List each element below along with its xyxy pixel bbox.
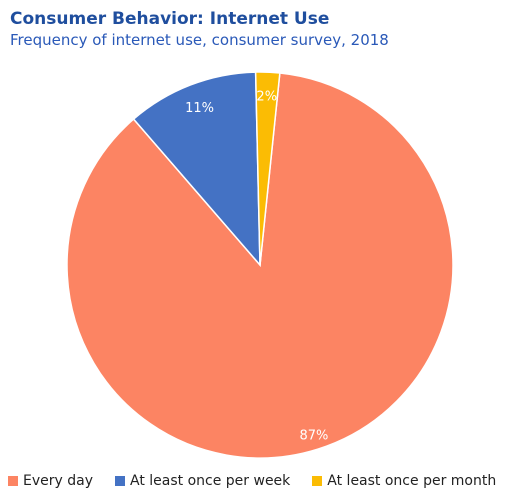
legend-swatch-weekly (115, 476, 125, 486)
pie-chart: 87% 11% 2% (66, 71, 454, 459)
pie-slice-monthly (254, 71, 281, 266)
data-label-weekly: 11% (185, 101, 214, 116)
legend-label-weekly: At least once per week (130, 473, 291, 489)
legend-label-monthly: At least once per month (327, 473, 497, 489)
data-label-every-day: 87% (300, 429, 329, 444)
legend-item-weekly: At least once per week (115, 473, 290, 489)
chart-title: Consumer Behavior: Internet Use (10, 9, 330, 29)
legend-swatch-every-day (8, 476, 18, 486)
legend-swatch-monthly (312, 476, 323, 486)
data-label-monthly: 2% (256, 90, 277, 105)
legend-item-monthly: At least once per month (312, 473, 496, 489)
legend-label-every-day: Every day (23, 473, 93, 489)
chart-legend: Every day At least once per week At leas… (8, 470, 496, 492)
legend-item-every-day: Every day (8, 473, 93, 489)
pie-slice-weekly (132, 71, 261, 268)
chart-subtitle: Frequency of internet use, consumer surv… (10, 31, 389, 49)
